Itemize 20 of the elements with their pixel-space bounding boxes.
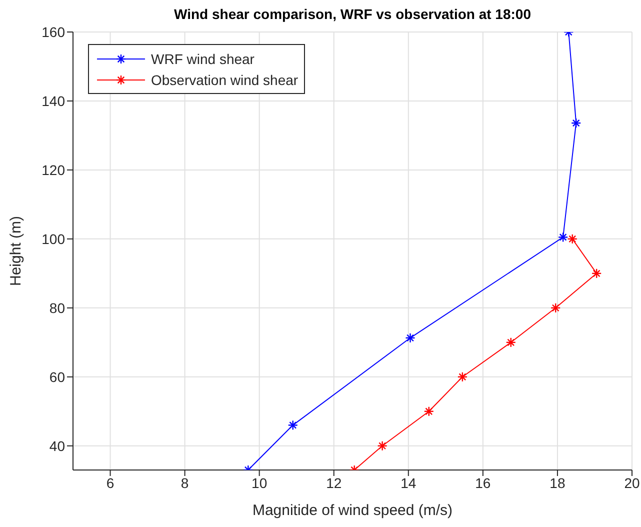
legend-label: WRF wind shear xyxy=(151,50,254,66)
y-tick-label: 120 xyxy=(42,162,66,178)
legend-label: Observation wind shear xyxy=(151,72,298,88)
y-tick-label: 100 xyxy=(42,230,66,247)
chart-title: Wind shear comparison, WRF vs observation at 18:00 xyxy=(173,6,532,22)
x-tick-label: 20 xyxy=(624,474,640,491)
x-tick-label: 8 xyxy=(180,474,189,491)
x-tick-label: 12 xyxy=(326,474,342,491)
x-axis-title: Magnitide of wind speed (m/s) xyxy=(252,502,453,519)
x-tick-label: 16 xyxy=(475,474,491,491)
x-tick-label: 18 xyxy=(550,474,566,491)
x-tick-label: 10 xyxy=(252,474,268,491)
x-tick-label: 6 xyxy=(106,474,114,491)
y-tick-label: 160 xyxy=(42,24,66,40)
y-axis-title: Height (m) xyxy=(7,216,24,286)
y-tick-label: 140 xyxy=(42,92,66,109)
y-tick-label: 80 xyxy=(49,300,66,316)
x-tick-label: 14 xyxy=(400,474,416,491)
y-tick-label: 40 xyxy=(49,438,66,454)
y-tick-label: 60 xyxy=(49,368,66,385)
